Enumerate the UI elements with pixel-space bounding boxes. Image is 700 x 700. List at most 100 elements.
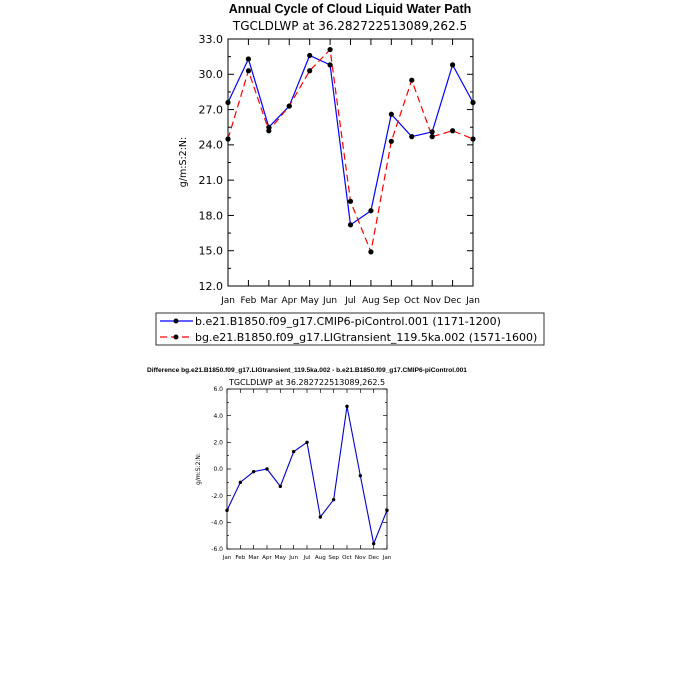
- top-xtick-label-oct: Oct: [404, 296, 420, 306]
- top-ytick-label: 21.0: [199, 174, 224, 187]
- top-series-1-point-3: [286, 103, 292, 109]
- bottom-xtick-label-jan: Jan: [222, 555, 232, 561]
- top-xtick-label-jan: Jan: [220, 296, 235, 306]
- top-series-1-point-8: [388, 138, 394, 144]
- top-series-0-point-12: [470, 99, 476, 106]
- top-series-0-point-0: [225, 99, 231, 106]
- top-series-1-point-12: [470, 136, 476, 142]
- bottom-xtick-label-mar: Mar: [248, 555, 259, 561]
- bottom-series-0-point-3: [265, 467, 269, 471]
- top-xtick-label-feb: Feb: [240, 296, 256, 306]
- bottom-ytick-label: -4.0: [211, 519, 223, 526]
- top-series-1-point-9: [409, 77, 415, 83]
- bottom-series-0-point-10: [358, 473, 363, 478]
- legend-marker-LIGtransient: [173, 334, 179, 340]
- top-xtick-label-sep: Sep: [383, 296, 400, 306]
- bottom-chart-subtitle: TGCLDLWP at 36.282722513089,262.5: [228, 378, 385, 387]
- top-chart-title: Annual Cycle of Cloud Liquid Water Path: [229, 2, 472, 16]
- bottom-series-group: [225, 404, 389, 546]
- top-xtick-label-apr: Apr: [281, 296, 297, 306]
- legend-box: [155, 312, 545, 346]
- bottom-ytick-label: -2.0: [211, 493, 223, 500]
- bottom-chart-ylabel: g/m:S:2:N:: [195, 453, 202, 485]
- bottom-xtick-label-dec: Dec: [368, 555, 379, 561]
- top-xtick-label-jan: Jan: [465, 296, 480, 306]
- top-chart-subtitle: TGCLDLWP at 36.282722513089,262.5: [232, 19, 467, 33]
- bottom-xtick-label-jul: Jul: [303, 555, 311, 561]
- bottom-series-0-point-8: [331, 497, 336, 502]
- top-legend: b.e21.B1850.f09_g17.CMIP6-piControl.001 …: [155, 312, 545, 346]
- bottom-ytick-label: 6.0: [213, 386, 223, 393]
- top-xtick-label-jun: Jun: [322, 296, 337, 306]
- top-xtick-label-dec: Dec: [444, 296, 461, 306]
- bottom-xtick-label-oct: Oct: [342, 555, 352, 561]
- bottom-chart-title: Difference bg.e21.B1850.f09_g17.LIGtrans…: [147, 367, 467, 374]
- bottom-plot-frame: [226, 388, 388, 550]
- top-chart-ylabel: g/m:S:2:N:: [178, 137, 189, 187]
- top-xtick-label-mar: Mar: [260, 296, 277, 306]
- bottom-series-line-0: [226, 406, 388, 546]
- top-xtick-label-aug: Aug: [362, 296, 380, 306]
- bottom-series-0-point-7: [318, 515, 323, 519]
- bottom-xtick-label-apr: Apr: [262, 555, 272, 561]
- top-series-1-point-0: [225, 136, 231, 142]
- top-series-0-point-6: [347, 222, 354, 228]
- top-series-1-point-4: [307, 68, 313, 74]
- top-plot-frame: [227, 38, 474, 287]
- bottom-series-0-point-11: [371, 541, 376, 546]
- top-series-0-point-4: [307, 52, 313, 59]
- top-chart: Annual Cycle of Cloud Liquid Water Path …: [178, 2, 480, 306]
- top-series-0-point-9: [409, 134, 415, 140]
- top-series-1-point-11: [449, 128, 456, 134]
- legend-label-LIGtransient: bg.e21.B1850.f09_g17.LIGtransient_119.5k…: [195, 331, 537, 344]
- bottom-ytick-label: 2.0: [213, 439, 223, 446]
- top-series-group: [225, 46, 476, 255]
- top-ytick-label: 30.0: [199, 68, 224, 81]
- bottom-series-0-point-0: [225, 508, 229, 513]
- top-ytick-label: 33.0: [199, 33, 224, 46]
- top-series-1-point-6: [347, 198, 354, 204]
- top-series-0-point-10: [429, 129, 435, 135]
- top-ytick-label: 18.0: [199, 209, 224, 222]
- bottom-series-0-point-12: [385, 508, 389, 513]
- top-ytick-label: 12.0: [199, 280, 224, 293]
- top-xtick-label-nov: Nov: [423, 296, 441, 306]
- top-series-0-point-11: [449, 62, 456, 68]
- bottom-series-0-point-5: [291, 449, 296, 454]
- top-series-1-point-7: [368, 249, 374, 255]
- bottom-xtick-label-nov: Nov: [355, 555, 367, 561]
- bottom-xtick-label-jun: Jun: [288, 555, 298, 561]
- top-series-1-point-2: [266, 128, 272, 134]
- legend-marker-piControl: [173, 318, 179, 324]
- bottom-chart: Difference bg.e21.B1850.f09_g17.LIGtrans…: [147, 367, 467, 561]
- top-ytick-label: 27.0: [199, 103, 224, 116]
- bottom-xtick-label-sep: Sep: [328, 555, 339, 561]
- top-xtick-label-jul: Jul: [344, 296, 356, 306]
- top-series-0-point-5: [327, 62, 333, 68]
- bottom-ytick-label: 0.0: [213, 466, 223, 473]
- bottom-series-0-point-2: [251, 469, 256, 474]
- top-series-0-point-8: [388, 111, 394, 117]
- top-ytick-label: 15.0: [199, 245, 224, 258]
- bottom-xtick-label-feb: Feb: [235, 555, 245, 561]
- bottom-xtick-label-may: May: [275, 555, 287, 561]
- top-series-1-point-1: [245, 68, 252, 74]
- bottom-series-0-point-1: [238, 480, 243, 485]
- top-series-0-point-1: [245, 56, 252, 62]
- top-series-0-point-7: [368, 208, 374, 214]
- top-ytick-label: 24.0: [199, 139, 224, 152]
- top-series-1-point-5: [327, 46, 333, 53]
- bottom-ytick-label: 4.0: [213, 413, 223, 420]
- legend-label-piControl: b.e21.B1850.f09_g17.CMIP6-piControl.001 …: [195, 315, 501, 328]
- bottom-ytick-label: -6.0: [211, 546, 223, 553]
- bottom-series-0-point-6: [305, 440, 309, 445]
- top-axis-ticks: 12.0 15.0 18.0 21.0 24.0 27.0 30.0 33.0 Jan Feb Ma…: [199, 33, 480, 306]
- bottom-xtick-label-aug: Aug: [315, 555, 326, 561]
- bottom-series-0-point-9: [345, 404, 349, 409]
- top-xtick-label-may: May: [300, 296, 319, 306]
- bottom-xtick-label-jan: Jan: [382, 555, 392, 561]
- bottom-series-0-point-4: [278, 484, 283, 489]
- top-series-1-point-10: [429, 134, 435, 140]
